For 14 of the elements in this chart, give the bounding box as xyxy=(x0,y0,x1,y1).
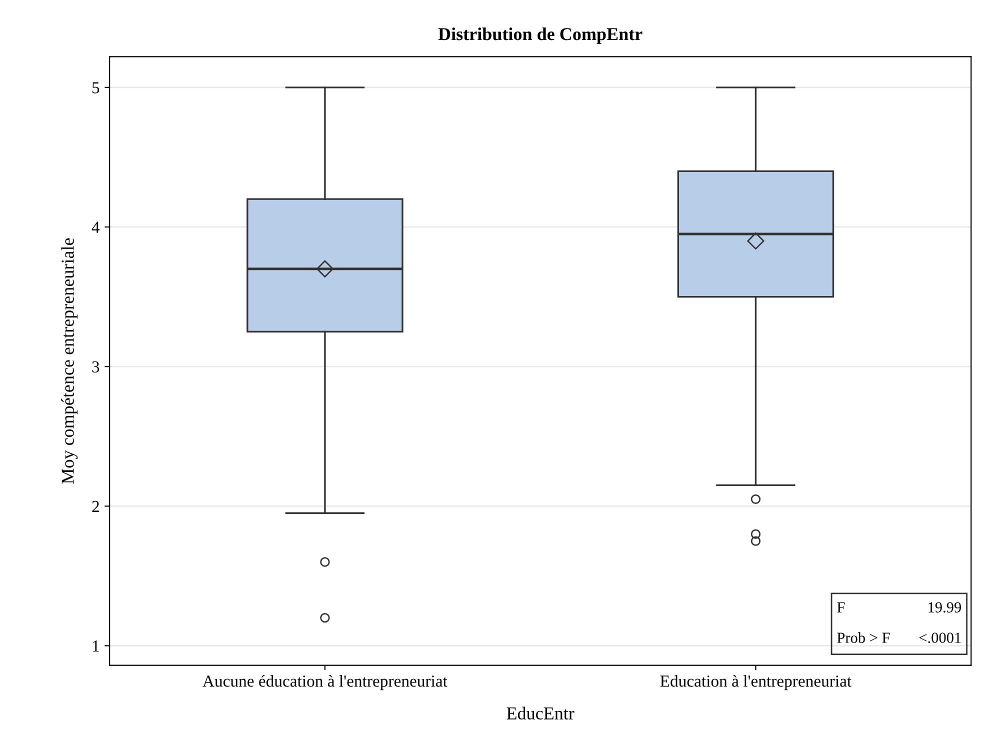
annotation: 19.99 xyxy=(928,602,961,613)
y-tick-label: 2 xyxy=(92,500,99,512)
y-tick-label: 5 xyxy=(92,82,100,94)
y-tick-label: 3 xyxy=(92,361,100,373)
x-tick-label: Aucune éducation à l'entrepreneuriat xyxy=(202,675,448,690)
annotation: F xyxy=(837,602,845,612)
x-tick-label: Education à l'entrepreneuriat xyxy=(660,675,852,690)
x-axis-title: EducEntr xyxy=(506,706,574,720)
annotation: Prob > F xyxy=(837,632,890,643)
y-tick-label: 1 xyxy=(92,640,99,652)
annotation: <.0001 xyxy=(919,632,961,643)
chart-title: Distribution de CompEntr xyxy=(438,28,642,44)
y-axis-title: Moy compétence entrepreneuriale xyxy=(61,238,78,484)
y-tick-label: 4 xyxy=(92,222,100,233)
